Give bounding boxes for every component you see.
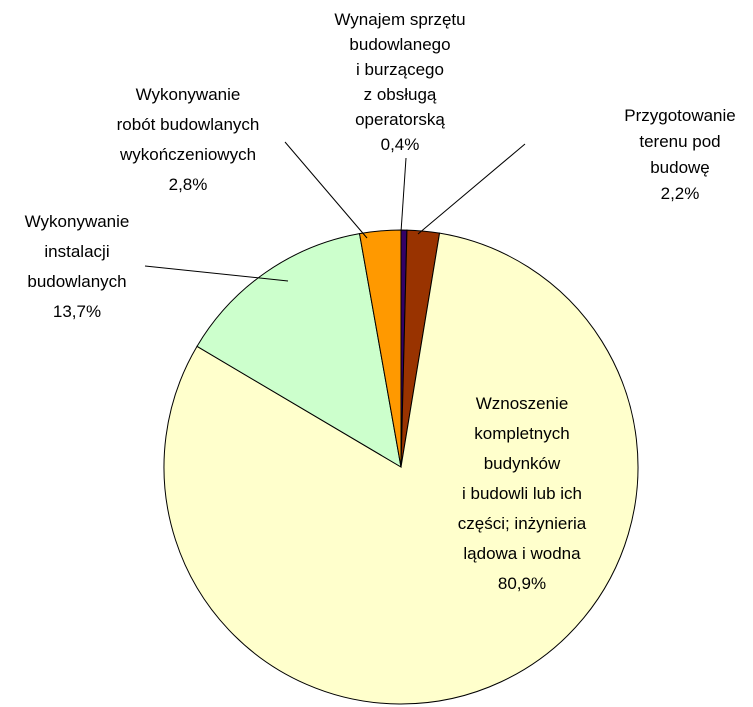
leader-line xyxy=(284,141,368,239)
slice-label: Wykonywanie instalacji budowlanych xyxy=(24,212,130,291)
value-label: 0,4% xyxy=(380,135,420,154)
slice-label: Wykonywanie robót budowlanych wykończeni… xyxy=(116,85,260,164)
leader-line xyxy=(417,143,526,235)
pie-slice xyxy=(163,232,639,705)
slice-label: Wynajem sprzętu budowlanego i burzącego … xyxy=(334,10,466,129)
slice-label: Przygotowanie terenu pod budowę xyxy=(624,106,736,177)
value-label: 80,9% xyxy=(497,574,547,593)
value-label: 2,2% xyxy=(660,184,700,203)
value-label: 2,8% xyxy=(168,175,208,194)
leader-line xyxy=(144,265,289,282)
pie-slice xyxy=(196,233,402,468)
leader-line xyxy=(400,157,407,233)
value-label: 13,7% xyxy=(52,302,102,321)
slice-label: Wznoszenie kompletnych budynków i budowl… xyxy=(457,394,587,563)
